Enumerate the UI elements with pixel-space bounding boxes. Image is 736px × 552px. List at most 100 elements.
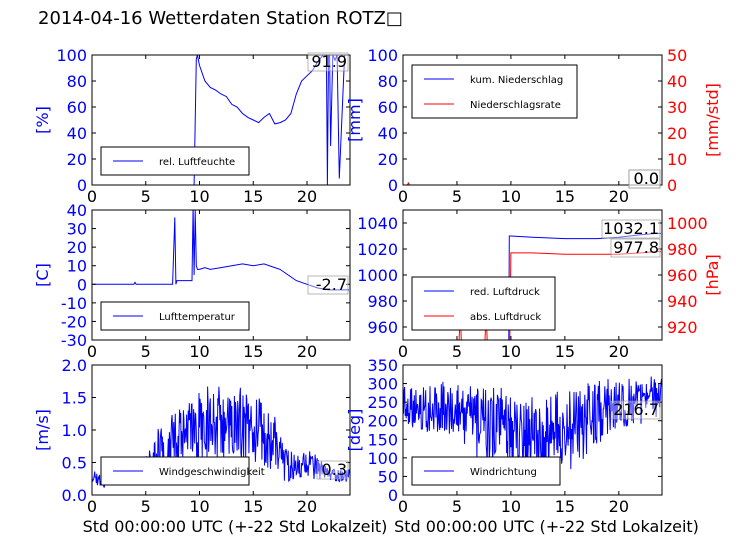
missing-glyph-box: □ <box>385 8 403 29</box>
current-value-frame <box>307 275 349 295</box>
y-tick-label: 80 <box>67 72 87 91</box>
figure-title-text: 2014-04-16 Wetterdaten Station ROTZ <box>38 8 386 29</box>
y-tick-label: 250 <box>367 393 398 412</box>
y-tick-label: 100 <box>367 449 398 468</box>
chart-panel-windspeed: 0 5 10 15 20 0.0 0.5 1.0 1.5 2.0 [m/s] Windgeschwin… <box>33 356 387 536</box>
y-axis-label: [m/s] <box>33 409 52 451</box>
current-value-frame <box>610 238 661 258</box>
y2-tick-label: 20 <box>667 124 687 143</box>
x-tick-label: 5 <box>141 497 151 516</box>
current-value-label: -2.7 <box>316 275 347 294</box>
series-line-windrichtung <box>403 376 662 475</box>
x-tick-label: 0 <box>398 497 408 516</box>
x-axis-label: Std 00:00:00 UTC (+-22 Std Lokalzeit) <box>83 517 388 536</box>
current-value-box: 0.0 <box>628 169 661 189</box>
current-value-label: 0.3 <box>322 460 347 479</box>
y-tick-label: 0.0 <box>62 486 87 505</box>
legend: Windgeschwindigkeit <box>100 456 265 486</box>
y-tick-label: 1040 <box>357 214 398 233</box>
y2-tick-label: 40 <box>667 72 687 91</box>
chart-panel-pressure: 0 5 10 15 20 960 980 1000 1020 1040 920 940 960 980 10… <box>357 209 722 361</box>
y-tick-label: 1000 <box>357 266 398 285</box>
legend-label: Windrichtung <box>470 467 537 478</box>
legend-frame <box>411 64 578 119</box>
y-tick-label: 10 <box>67 257 87 276</box>
y-tick-label: 0.5 <box>62 454 87 473</box>
y-tick-label: 40 <box>67 124 87 143</box>
x-axis-label: Std 00:00:00 UTC (+-22 Std Lokalzeit) <box>394 517 699 536</box>
legend-label: Windgeschwindigkeit <box>159 467 265 478</box>
current-value-label: 91.9 <box>311 52 347 71</box>
x-tick-label: 5 <box>452 187 462 206</box>
x-tick-label: 10 <box>189 497 209 516</box>
current-value-box: 1032.1 <box>601 219 661 239</box>
y-tick-label: 150 <box>367 430 398 449</box>
x-tick-label: 5 <box>452 342 462 361</box>
y-tick-label: 80 <box>378 72 398 91</box>
y-tick-label: 20 <box>378 150 398 169</box>
x-tick-label: 0 <box>398 342 408 361</box>
y2-axis-label: [mm/std] <box>703 83 722 157</box>
y-tick-label: 50 <box>378 467 398 486</box>
x-tick-label: 20 <box>609 342 629 361</box>
y-axis-label: [deg] <box>345 409 364 452</box>
y2-tick-label: 50 <box>667 46 687 65</box>
y2-tick-label: 920 <box>667 318 698 337</box>
x-tick-label: 5 <box>141 342 151 361</box>
y2-tick-label: 1000 <box>667 214 708 233</box>
legend-label: Lufttemperatur <box>159 312 236 323</box>
y-tick-label: 0 <box>388 486 398 505</box>
y-tick-label: -30 <box>61 331 87 350</box>
y2-tick-label: 30 <box>667 98 687 117</box>
legend: Windrichtung <box>411 456 561 486</box>
x-tick-label: 15 <box>555 497 575 516</box>
series-line-abs-luftdruck <box>458 251 661 340</box>
y2-tick-label: 940 <box>667 292 698 311</box>
series-line-red-luftdruck <box>508 232 661 340</box>
y-tick-label: 2.0 <box>62 356 87 375</box>
plot-area <box>458 232 661 340</box>
x-tick-label: 5 <box>141 187 151 206</box>
current-value-frame <box>601 219 661 239</box>
legend-label: kum. Niederschlag <box>470 75 563 86</box>
x-tick-label: 15 <box>555 342 575 361</box>
y-tick-label: 1.0 <box>62 421 87 440</box>
x-tick-label: 5 <box>452 497 462 516</box>
y-tick-label: 100 <box>56 46 87 65</box>
y-tick-label: 20 <box>67 150 87 169</box>
x-tick-label: 10 <box>501 342 521 361</box>
chart-panel-winddirection: 0 5 10 15 20050100150200250300350[deg]Windri… <box>345 356 699 536</box>
y-tick-label: 0 <box>388 176 398 195</box>
x-tick-label: 10 <box>189 187 209 206</box>
x-tick-label: 15 <box>555 187 575 206</box>
y2-tick-label: 0 <box>667 176 677 195</box>
y-tick-label: 980 <box>367 292 398 311</box>
legend-frame <box>411 276 556 331</box>
x-tick-label: 20 <box>297 497 317 516</box>
current-value-box: 977.8 <box>610 238 661 258</box>
current-value-frame <box>628 169 661 189</box>
y-tick-label: 20 <box>67 238 87 257</box>
legend-label: Niederschlagsrate <box>470 100 561 111</box>
plot-area <box>92 210 349 291</box>
x-tick-label: 0 <box>398 187 408 206</box>
current-value-label: 1032.1 <box>603 219 659 238</box>
x-tick-label: 15 <box>243 187 263 206</box>
current-value-box: -2.7 <box>307 275 349 295</box>
plot-area <box>92 55 349 185</box>
x-tick-label: 10 <box>501 497 521 516</box>
y-tick-label: 0 <box>77 275 87 294</box>
x-tick-label: 15 <box>243 342 263 361</box>
y-axis-label: [%] <box>33 106 52 134</box>
x-tick-label: 0 <box>87 342 97 361</box>
current-value-frame <box>307 52 349 72</box>
current-value-label: 0.0 <box>634 169 659 188</box>
y2-axis-label: [hPa] <box>703 254 722 295</box>
axes-frame <box>402 364 663 496</box>
y-axis-label: [mm] <box>345 98 364 142</box>
x-tick-label: 20 <box>609 187 629 206</box>
y2-tick-label: 960 <box>667 266 698 285</box>
y-axis-label: [C] <box>33 263 52 287</box>
x-tick-label: 10 <box>189 342 209 361</box>
